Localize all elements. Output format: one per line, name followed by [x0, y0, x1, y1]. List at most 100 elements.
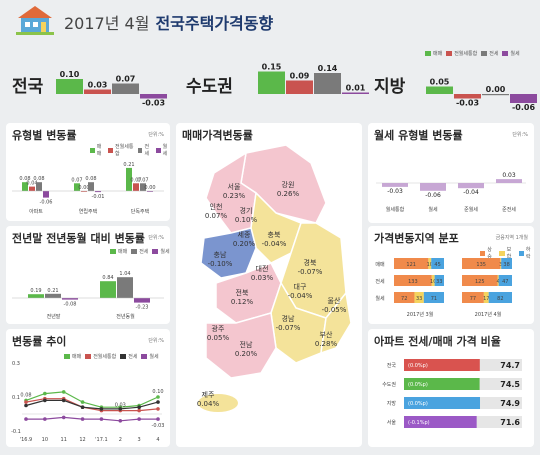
segment-label: 133 [408, 279, 418, 285]
bar [81, 191, 87, 192]
stacked-segment [483, 292, 489, 303]
bar-value-label: -0.04 [463, 189, 479, 196]
segment-label: 72 [401, 296, 407, 302]
bar [126, 167, 132, 191]
panel-wolse-type: 월세 유형별 변동률 단위:% -0.03 월세통합 -0.06 월세 -0.04 준월세… [368, 123, 534, 223]
summary-bar [140, 94, 167, 99]
series-line [25, 399, 159, 410]
legend: 매매 전월세통합 전세 월세 [64, 353, 159, 360]
series-point [24, 403, 28, 408]
bar [404, 359, 480, 371]
region-value: 0.20% [234, 350, 258, 358]
region-value: 0.23% [222, 192, 246, 200]
region-name: 전남 [239, 341, 253, 349]
segment-label: 125 [475, 279, 485, 285]
region-name: 대구 [293, 283, 307, 291]
value-label: 74.9 [500, 399, 520, 408]
region-name: 강원 [281, 181, 295, 189]
bar [134, 298, 150, 303]
series-line [25, 398, 159, 412]
bar [382, 183, 408, 187]
legend-item: 전세 [120, 353, 137, 360]
bar [496, 179, 522, 183]
bar-value-label: -0.06 [425, 192, 441, 199]
legend: 매매 전월세통합 전세 월세 [90, 143, 170, 157]
map-region-label: 세종 0.20% [233, 231, 255, 249]
value-label: 74.5 [500, 380, 520, 389]
region-name: 경북 [303, 259, 317, 267]
summary-region-label: 지방 [374, 77, 406, 97]
column-label: 2017년 4월 [475, 311, 502, 318]
category-label: 준월세 [464, 206, 478, 213]
category-label: 전년동월 [116, 313, 135, 320]
bar [100, 281, 116, 298]
region-name: 경기 [239, 207, 253, 215]
panel-title: 유형별 변동률 [12, 129, 77, 142]
series-point [43, 417, 47, 421]
legend-item: 매매 [90, 143, 104, 157]
stacked-segment [428, 258, 432, 269]
segment-label: 47 [502, 279, 508, 285]
region-name: 제주 [201, 391, 215, 399]
summary-bar [258, 71, 285, 94]
summary-value-label: 0.15 [262, 63, 282, 72]
stacked-segment [431, 258, 444, 269]
y-tick-label: 0.3 [12, 361, 20, 367]
map-region-label: 광주 0.05% [207, 325, 229, 343]
title-date: 2017년 4월 [64, 14, 150, 33]
bar-value-label: 0.00 [78, 185, 89, 191]
title-main: 전국주택가격동향 [155, 14, 274, 33]
stacked-segment [462, 275, 498, 286]
panel-yearend: 전년말 전년동월 대비 변동률 단위:% 매매 전세 월세 0.19 0.21 -0… [6, 226, 170, 324]
region-value: 0.20% [232, 240, 256, 248]
stacked-segment [394, 258, 429, 269]
change-label: (-0.1%p) [408, 420, 430, 426]
segment-label: 33 [416, 296, 422, 302]
panel-title: 가격변동지역 분포 [374, 232, 459, 245]
bar-value-label: 0.07 [71, 177, 82, 183]
unit-label: 금융지역 1개월 [495, 235, 528, 241]
bar-value-label: -0.23 [136, 305, 149, 311]
summary-value-label: 0.05 [430, 78, 450, 87]
category-label: 수도권 [382, 381, 396, 388]
panel-map: 매매가격변동률 서울 0.23% 강원 0.26% 인천 0.07% 경기 0.10% 충북 -0… [176, 123, 362, 447]
stacked-segment [423, 292, 444, 303]
point-label: 0.08 [20, 392, 31, 398]
row-label: 매매 [375, 261, 385, 268]
summary-bar [56, 79, 83, 94]
panel-title: 매매가격변동률 [182, 129, 253, 142]
map-region-label: 대전 0.03% [251, 265, 273, 283]
bar-value-label: 1.04 [119, 271, 130, 277]
legend-item: 전세 [137, 143, 152, 157]
header: 2017년 4월 전국주택가격동향 [0, 0, 540, 40]
stacked-segment [500, 258, 502, 269]
value-label: 74.7 [500, 361, 520, 370]
region-value: 0.07% [204, 212, 228, 220]
page-title: 2017년 4월 전국주택가격동향 [64, 10, 273, 34]
region-name: 인천 [209, 203, 223, 211]
bar [404, 416, 477, 428]
summary-value-label: 0.01 [346, 84, 366, 93]
bar-value-label: 0.21 [47, 288, 58, 294]
series-line [26, 416, 158, 422]
region-name: 서울 [227, 183, 241, 191]
map-region-label: 전북 0.12% [231, 289, 253, 307]
series-point [156, 417, 160, 421]
bar [29, 186, 35, 191]
column-label: 2017년 3월 [407, 311, 434, 318]
x-tick-label: 10 [42, 437, 48, 443]
region-name: 충남 [213, 251, 227, 259]
top-legend: 매매 전월세통합 전세 월세 [425, 50, 520, 57]
bar-value-label: -0.06 [40, 200, 53, 206]
region-name: 충북 [267, 231, 281, 239]
series-point [61, 390, 66, 394]
series-point [61, 398, 66, 403]
stacked-segment [414, 292, 424, 303]
summary-bar [112, 83, 139, 94]
segment-label: 17 [483, 296, 489, 302]
stacked-segment [394, 292, 415, 303]
bar [420, 183, 446, 191]
summary-bar [84, 89, 111, 94]
map-region-label: 인천 0.07% [205, 203, 227, 221]
